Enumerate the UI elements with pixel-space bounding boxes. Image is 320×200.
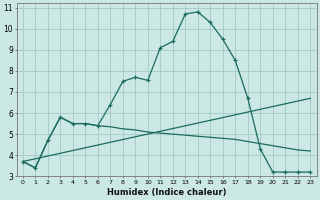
X-axis label: Humidex (Indice chaleur): Humidex (Indice chaleur)	[107, 188, 226, 197]
